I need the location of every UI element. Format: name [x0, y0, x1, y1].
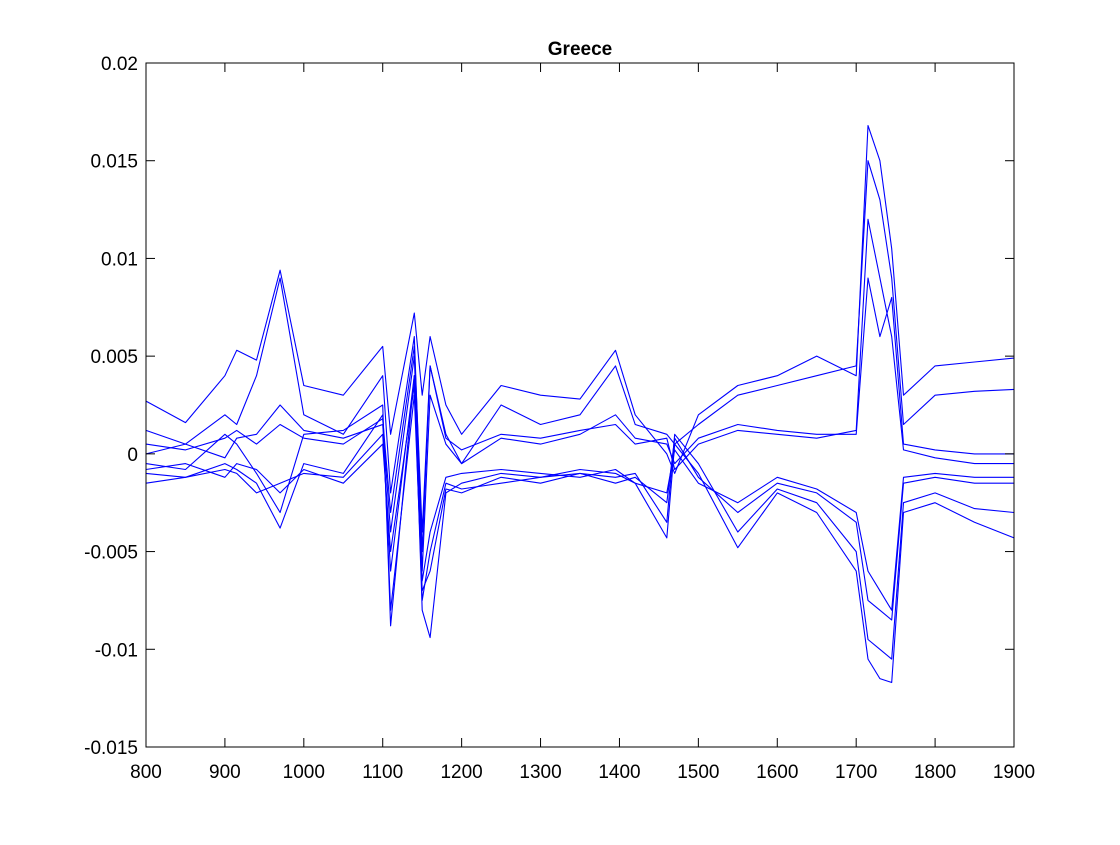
x-tick-label: 1300: [519, 762, 561, 783]
x-tick-label: 1600: [756, 762, 798, 783]
y-tick-label: 0.02: [101, 54, 138, 75]
series-layer: [145, 124, 1015, 684]
y-tick-label: -0.005: [84, 543, 138, 564]
series-line-4: [145, 394, 1015, 660]
y-tick-label: 0.005: [90, 347, 138, 368]
x-tick-label: 1900: [993, 762, 1035, 783]
series-line-1: [145, 124, 1015, 474]
x-tick-label: 800: [130, 762, 162, 783]
series-line-2: [145, 160, 1015, 553]
y-tick-label: -0.01: [95, 640, 138, 661]
x-tick-label: 1500: [677, 762, 719, 783]
y-tick-label: 0: [127, 445, 138, 466]
x-tick-label: 1100: [362, 762, 403, 783]
x-tick-label: 1000: [283, 762, 325, 783]
x-tick-label: 900: [209, 762, 241, 783]
y-tick-label: 0.01: [101, 249, 138, 270]
x-tick-label: 1400: [598, 762, 640, 783]
chart-title: Greece: [548, 39, 612, 60]
x-axis: 800 900 1000 1100 1200 1300 1400 1500 1600 1700 18…: [130, 63, 1035, 783]
series-line-8: [145, 384, 1014, 611]
series-line-7: [145, 218, 1014, 533]
x-tick-label: 1800: [914, 762, 956, 783]
y-tick-label: -0.015: [84, 738, 138, 759]
plot-area-frame: [145, 62, 1015, 748]
x-tick-label: 1200: [440, 762, 482, 783]
series-line-3: [145, 375, 1015, 684]
x-tick-label: 1700: [835, 762, 877, 783]
y-tick-label: 0.015: [90, 152, 138, 173]
y-axis: -0.015 -0.01 -0.005 0 0.005 0.01 0.015 0.02: [84, 54, 1014, 759]
series-line-5: [145, 277, 1014, 572]
